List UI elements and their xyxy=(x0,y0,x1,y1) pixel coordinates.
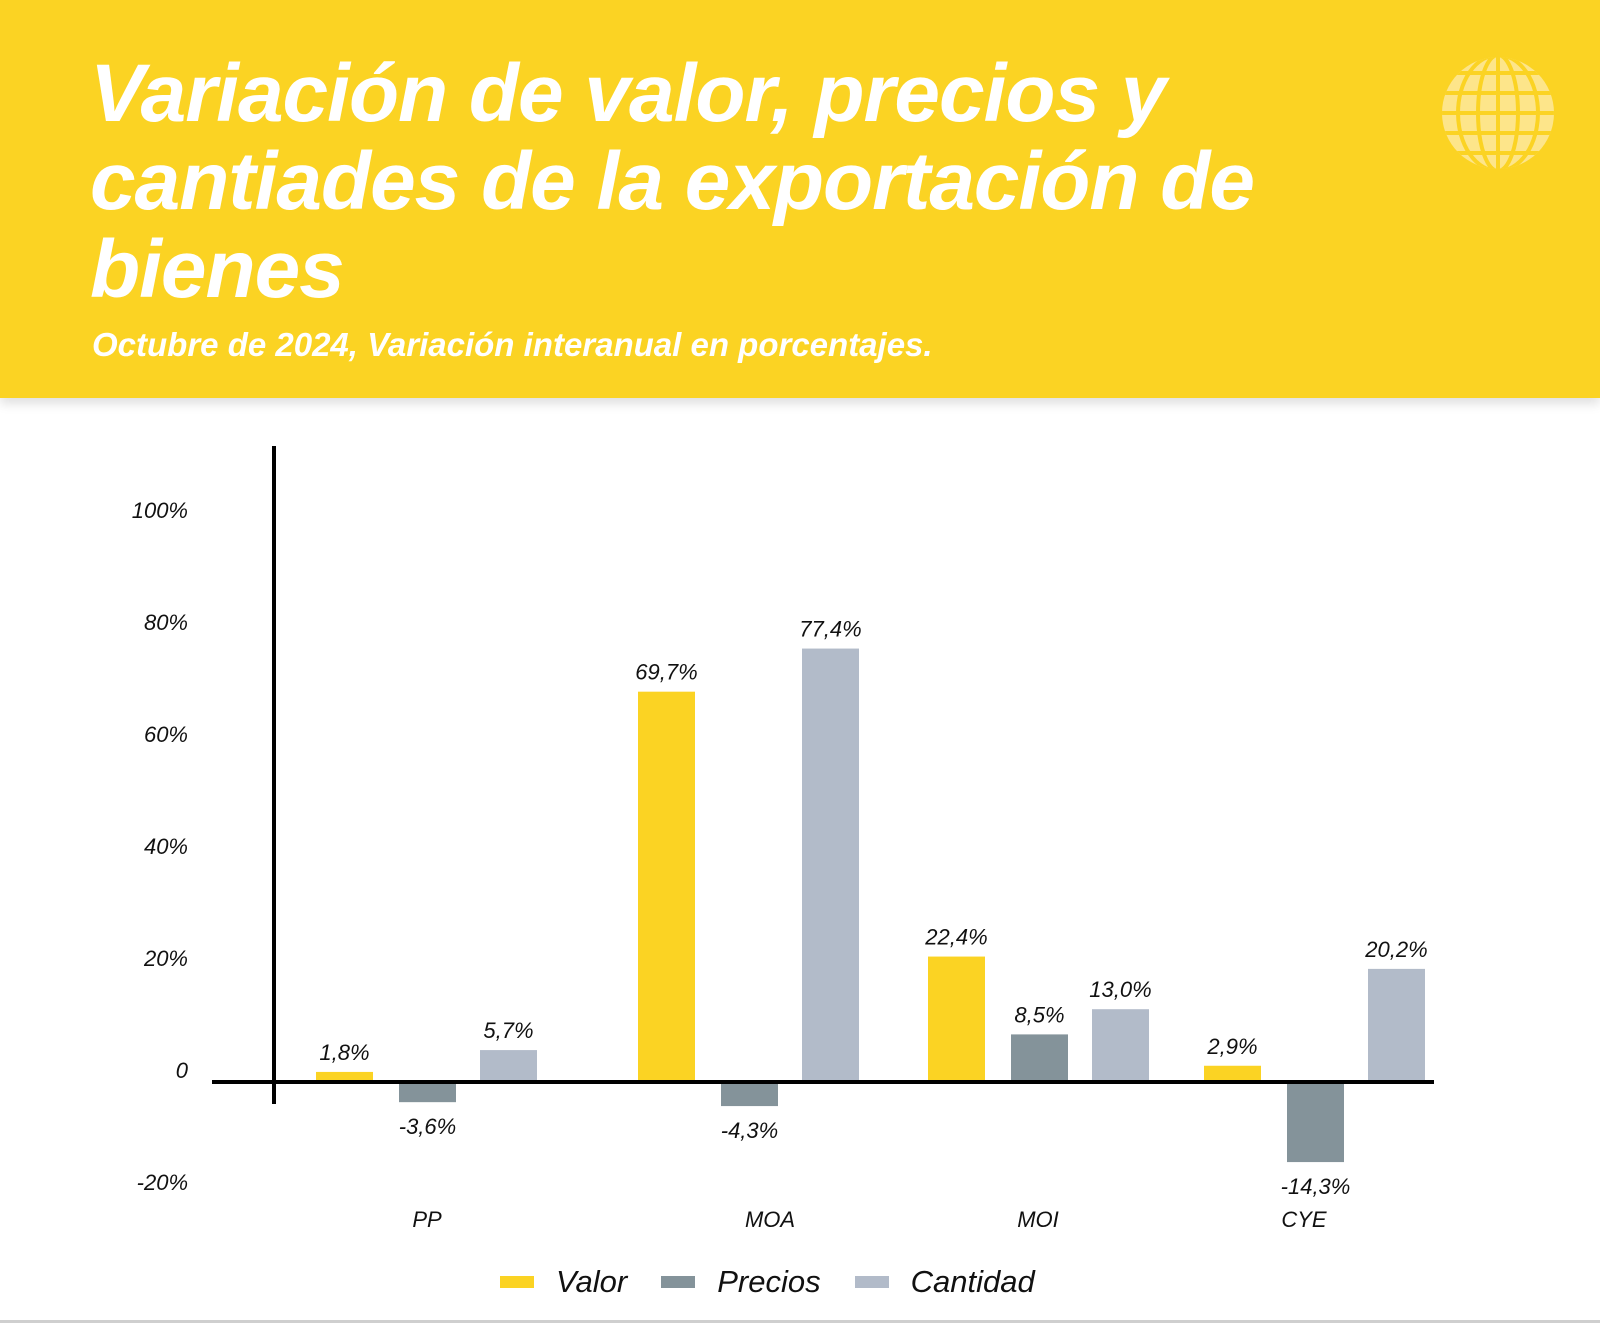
legend-label-precios: Precios xyxy=(717,1264,821,1299)
data-label-cantidad-pp: 5,7% xyxy=(483,1018,533,1043)
data-label-precios-pp: -3,6% xyxy=(399,1114,456,1139)
category-labels: PP MOA MOI CYE xyxy=(412,1207,1327,1232)
data-label-cantidad-moa: 77,4% xyxy=(799,617,861,642)
bar-cantidad-moi xyxy=(1092,1009,1149,1082)
bar-precios-moi xyxy=(1011,1034,1068,1082)
data-label-cantidad-cye: 20,2% xyxy=(1364,937,1427,962)
bar-precios-pp xyxy=(399,1082,456,1103)
y-tick-label: 100% xyxy=(132,498,188,523)
bar-cantidad-cye xyxy=(1368,968,1425,1082)
bottom-divider xyxy=(0,1320,1600,1323)
data-label-valor-pp: 1,8% xyxy=(319,1040,369,1065)
bar-valor-pp xyxy=(316,1071,373,1082)
globe-icon xyxy=(1442,57,1554,169)
y-axis-ticks: 100% 80% 60% 40% 20% 0 -20% xyxy=(132,498,189,1195)
legend-swatch-cantidad xyxy=(854,1276,889,1288)
legend: Valor Precios Cantidad xyxy=(500,1262,1035,1302)
bar-valor-moa xyxy=(638,691,695,1082)
y-tick-label: 0 xyxy=(176,1058,189,1083)
legend-label-valor: Valor xyxy=(556,1264,628,1299)
bar-valor-cye xyxy=(1204,1065,1261,1082)
legend-item-valor: Valor xyxy=(500,1264,627,1300)
y-tick-label: 60% xyxy=(144,722,188,747)
data-label-precios-cye: -14,3% xyxy=(1281,1174,1351,1199)
category-label: PP xyxy=(412,1207,442,1232)
y-tick-label: -20% xyxy=(137,1170,188,1195)
bar-cantidad-pp xyxy=(480,1050,537,1082)
chart-subtitle: Octubre de 2024, Variación interanual en… xyxy=(92,326,933,363)
legend-item-precios: Precios xyxy=(661,1264,821,1300)
data-label-valor-moi: 22,4% xyxy=(924,925,987,950)
legend-swatch-precios xyxy=(661,1276,696,1288)
chart-title: Variación de valor, precios y cantiades … xyxy=(90,48,1255,315)
category-label: CYE xyxy=(1281,1207,1327,1232)
legend-swatch-valor xyxy=(500,1276,534,1288)
bar-chart: 100% 80% 60% 40% 20% 0 -20% 1,8% 69,7% 22,4% 2,9%… xyxy=(132,446,1434,1232)
bar-cantidad-moa xyxy=(802,648,859,1082)
legend-item-cantidad: Cantidad xyxy=(854,1264,1035,1300)
y-tick-label: 20% xyxy=(143,946,188,971)
data-label-cantidad-moi: 13,0% xyxy=(1089,977,1151,1002)
bars xyxy=(316,648,1425,1163)
data-label-precios-moa: -4,3% xyxy=(721,1118,778,1143)
data-label-precios-moi: 8,5% xyxy=(1014,1002,1064,1027)
y-tick-label: 80% xyxy=(144,610,188,635)
data-label-valor-cye: 2,9% xyxy=(1206,1034,1257,1059)
category-label: MOI xyxy=(1017,1207,1059,1232)
header-banner: Variación de valor, precios y cantiades … xyxy=(0,0,1600,398)
legend-label-cantidad: Cantidad xyxy=(910,1264,1035,1299)
data-label-valor-moa: 69,7% xyxy=(635,660,697,685)
bar-precios-cye xyxy=(1287,1082,1344,1163)
bar-valor-moi xyxy=(928,956,985,1082)
data-labels: 1,8% 69,7% 22,4% 2,9% -3,6% -4,3% 8,5% -14,3% 5,… xyxy=(319,617,1427,1200)
y-tick-label: 40% xyxy=(144,834,188,859)
bar-precios-moa xyxy=(721,1082,778,1107)
category-label: MOA xyxy=(745,1207,795,1232)
